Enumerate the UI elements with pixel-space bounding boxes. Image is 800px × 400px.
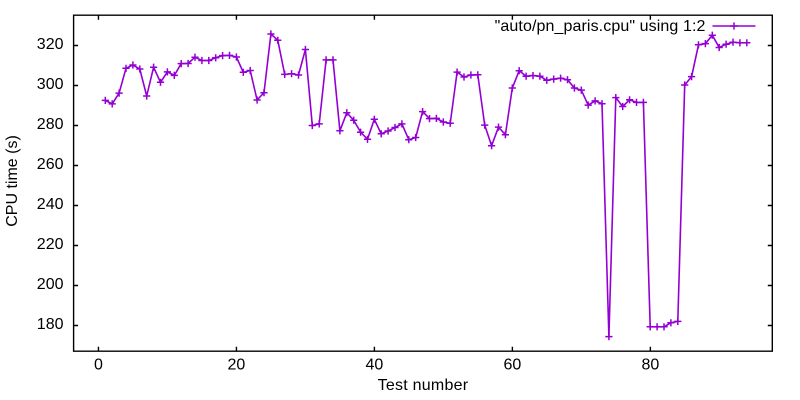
svg-text:240: 240	[37, 196, 64, 213]
svg-text:Test number: Test number	[378, 377, 469, 394]
svg-text:20: 20	[228, 357, 246, 374]
svg-text:0: 0	[94, 357, 103, 374]
svg-text:260: 260	[37, 156, 64, 173]
svg-text:320: 320	[37, 36, 64, 53]
svg-text:280: 280	[37, 116, 64, 133]
svg-text:60: 60	[504, 357, 522, 374]
svg-text:180: 180	[37, 316, 64, 333]
svg-text:80: 80	[642, 357, 660, 374]
svg-text:220: 220	[37, 236, 64, 253]
svg-text:40: 40	[366, 357, 384, 374]
svg-text:200: 200	[37, 276, 64, 293]
svg-text:"auto/pn_paris.cpu" using 1:2: "auto/pn_paris.cpu" using 1:2	[495, 18, 706, 35]
svg-text:300: 300	[37, 76, 64, 93]
svg-text:CPU time (s): CPU time (s)	[4, 135, 21, 227]
